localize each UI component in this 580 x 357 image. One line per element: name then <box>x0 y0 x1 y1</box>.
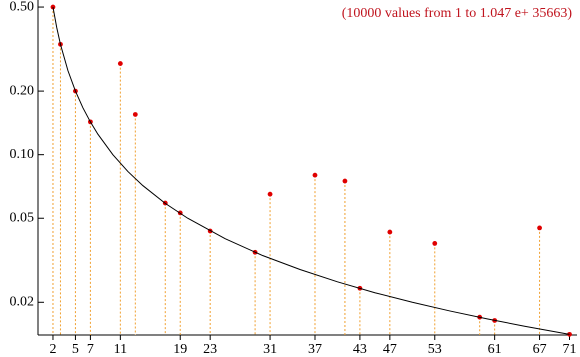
point <box>342 178 348 184</box>
x-tick-label: 2 <box>49 342 56 357</box>
curve <box>52 6 570 335</box>
x-tick-label: 67 <box>533 342 547 357</box>
point <box>132 112 138 117</box>
point <box>117 61 123 66</box>
y-tick-label: 0.20 <box>10 83 35 98</box>
y-tick-label: 0.50 <box>10 0 35 14</box>
y-tick-label: 0.10 <box>10 147 35 162</box>
point <box>267 191 273 197</box>
x-tick-label: 37 <box>308 342 322 357</box>
x-tick-label: 11 <box>114 342 127 357</box>
x-tick-label: 23 <box>203 342 217 357</box>
point <box>312 172 318 178</box>
point <box>567 331 572 337</box>
y-tick-label: 0.05 <box>10 210 35 225</box>
x-tick-label: 31 <box>263 342 277 357</box>
x-tick-label: 71 <box>563 342 577 357</box>
annotation: (10000 values from 1 to 1.047 e+ 35663) <box>342 6 573 21</box>
y-tick-label: 0.02 <box>10 295 35 310</box>
x-tick-label: 5 <box>72 342 79 357</box>
x-tick-label: 43 <box>353 342 367 357</box>
x-tick-label: 47 <box>383 342 397 357</box>
point <box>537 225 542 231</box>
x-tick-label: 53 <box>428 342 442 357</box>
point <box>50 4 56 10</box>
x-tick-label: 61 <box>488 342 502 357</box>
x-tick-label: 7 <box>87 342 94 357</box>
x-tick-label: 19 <box>173 342 187 357</box>
point <box>432 241 438 246</box>
point <box>387 229 393 235</box>
